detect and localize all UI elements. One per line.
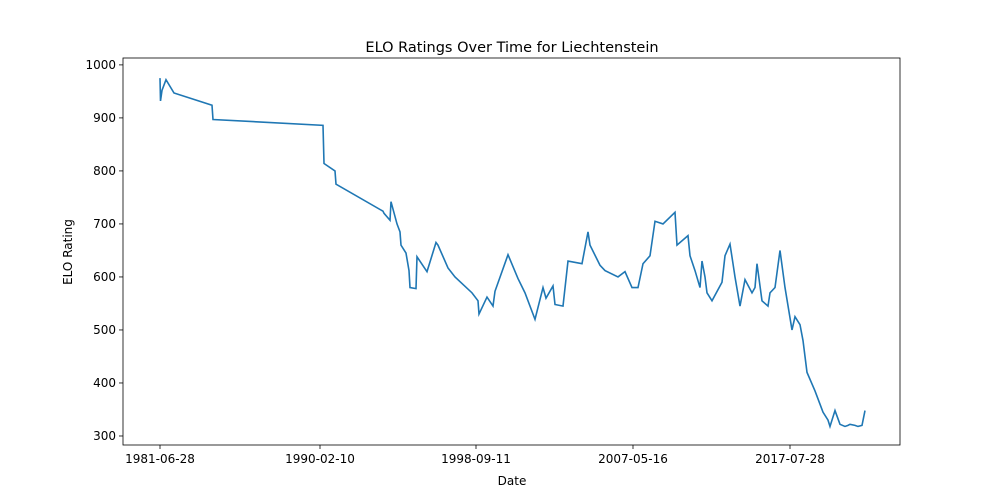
plot-frame (122, 57, 901, 446)
y-tick-label: 1000 (85, 58, 116, 72)
x-tick-label: 1998-09-11 (441, 452, 511, 466)
x-tick-label: 2017-07-28 (755, 452, 825, 466)
y-tick-label: 900 (93, 111, 116, 125)
y-tick-label: 400 (93, 376, 116, 390)
y-axis-label: ELO Rating (61, 219, 75, 285)
x-tick-label: 1990-02-10 (285, 452, 355, 466)
y-tick-label: 800 (93, 164, 116, 178)
x-tick-label: 1981-06-28 (125, 452, 195, 466)
y-tick-label: 300 (93, 429, 116, 443)
chart-title: ELO Ratings Over Time for Liechtenstein (365, 40, 658, 56)
y-tick-label: 600 (93, 270, 116, 284)
y-tick-label: 700 (93, 217, 116, 231)
x-axis-label: Date (498, 474, 527, 488)
x-tick-label: 2007-05-16 (598, 452, 668, 466)
y-tick-label: 500 (93, 323, 116, 337)
data-line (159, 77, 866, 430)
